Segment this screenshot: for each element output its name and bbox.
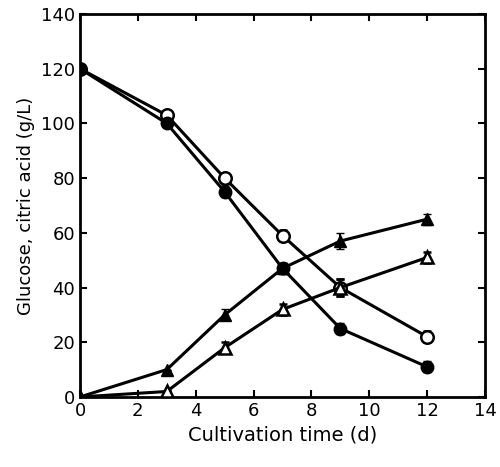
X-axis label: Cultivation time (d): Cultivation time (d) xyxy=(188,425,377,445)
Y-axis label: Glucose, citric acid (g/L): Glucose, citric acid (g/L) xyxy=(18,96,36,315)
